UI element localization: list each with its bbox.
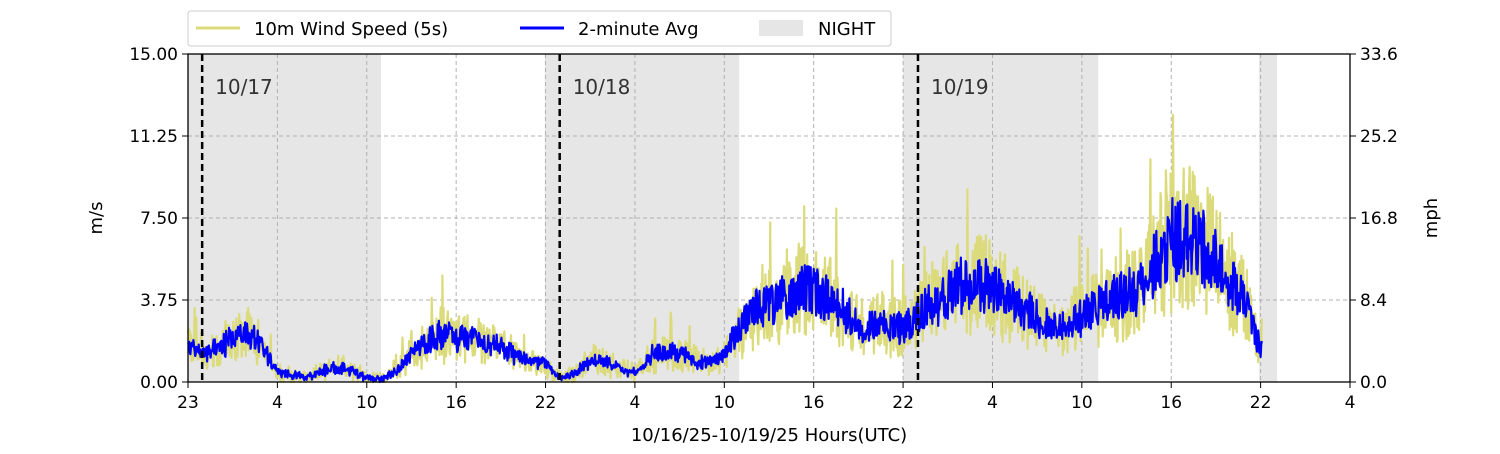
two-minute-avg-line (187, 197, 1263, 384)
x-tick-label: 4 (987, 393, 998, 413)
x-tick-label: 22 (892, 393, 914, 413)
y-tick-label-left: 3.75 (140, 291, 178, 311)
x-axis-label: 10/16/25-10/19/25 Hours(UTC) (631, 425, 907, 446)
x-tick-label: 23 (177, 393, 199, 413)
x-tick-label: 4 (272, 393, 283, 413)
y-tick-label-right: 25.2 (1360, 127, 1398, 147)
y-axis-label-right: mph (1421, 198, 1442, 238)
y-tick-label-right: 33.6 (1360, 45, 1398, 65)
y-tick-label-right: 16.8 (1360, 209, 1398, 229)
x-tick-label: 16 (1160, 393, 1182, 413)
legend-swatch-night (759, 20, 803, 36)
y-tick-label-left: 0.00 (140, 373, 178, 393)
legend-label-wind: 10m Wind Speed (5s) (254, 19, 448, 40)
x-tick-label: 4 (1345, 393, 1356, 413)
axis-ticks: 23 4 10 16 22 4 10 16 22 4 10 16 22 4 0.00 0.0 3.75 8.4 7.… (129, 45, 1398, 413)
x-tick-label: 16 (803, 393, 825, 413)
x-tick-label: 16 (445, 393, 467, 413)
x-tick-label: 10 (1071, 393, 1093, 413)
legend-label-avg: 2-minute Avg (578, 19, 699, 40)
x-tick-label: 4 (630, 393, 641, 413)
y-tick-label-left: 15.00 (129, 45, 178, 65)
legend: 10m Wind Speed (5s) 2-minute Avg NIGHT (187, 10, 892, 47)
y-tick-label-left: 11.25 (129, 127, 178, 147)
legend-label-night: NIGHT (818, 19, 876, 40)
day-markers: 10/17 10/18 10/19 (200, 54, 989, 382)
x-tick-label: 22 (535, 393, 557, 413)
y-tick-label-right: 0.0 (1360, 373, 1387, 393)
day-marker-label: 10/19 (931, 75, 989, 99)
day-marker-label: 10/18 (573, 75, 631, 99)
night-band (188, 54, 381, 382)
x-tick-label: 10 (713, 393, 735, 413)
x-tick-label: 10 (356, 393, 378, 413)
y-axis-label-left: m/s (86, 202, 107, 235)
x-tick-label: 22 (1250, 393, 1272, 413)
series-layer (186, 113, 1263, 384)
y-tick-label-right: 8.4 (1360, 291, 1387, 311)
day-marker-label: 10/17 (215, 75, 273, 99)
y-tick-label-left: 7.50 (140, 209, 178, 229)
